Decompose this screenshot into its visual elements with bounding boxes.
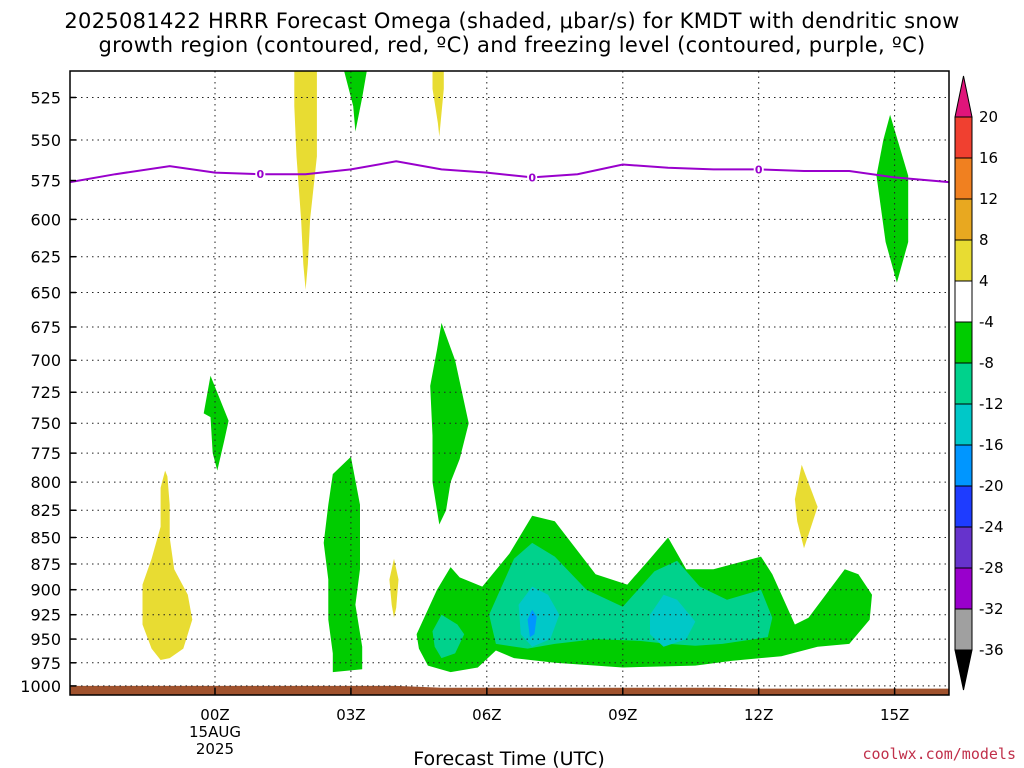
x-tick-label-03Z: 03Z [336,706,365,724]
colorbar-label: 8 [979,231,989,249]
y-tick-label-600: 600 [30,210,61,229]
omega-region-12 [489,542,773,649]
colorbar-bin-12 [954,116,973,159]
x-tick-date: 15AUG [189,723,241,741]
y-tick-label-900: 900 [30,581,61,600]
omega-region-1 [294,71,317,290]
omega-region-3 [389,558,399,618]
x-tick-label-15Z: 15Z [880,706,909,724]
freezing-level-label: 0 [755,163,763,176]
colorbar-bin-10 [954,198,973,241]
colorbar-bin-5 [954,403,973,446]
colorbar-bin-2 [954,526,973,569]
omega-region-0 [142,470,193,660]
colorbar: -36 -32 -28 -24 -20 -16 -12 -8 -4 4 8 12 16 20 [954,75,1004,691]
y-tick-label-550: 550 [30,131,61,150]
grid-lines [70,71,949,695]
y-tick-label-725: 725 [30,383,61,402]
colorbar-label: -28 [979,559,1004,577]
y-tick-label-575: 575 [30,172,61,191]
x-tick-label-06Z: 06Z [472,706,501,724]
y-tick-label-925: 925 [30,606,61,625]
colorbar-label: 20 [979,108,998,126]
x-tick-year: 2025 [196,740,234,758]
colorbar-label: -24 [979,518,1004,536]
colorbar-bin-9 [954,239,973,282]
freezing-label-bg [527,170,538,185]
colorbar-label: -20 [979,477,1004,495]
credit-text: coolwx.com/models [862,745,1016,763]
colorbar-bin-11 [954,157,973,200]
chart-title-line-1: 2025081422 HRRR Forecast Omega (shaded, … [64,9,960,33]
colorbar-bin-7 [954,321,973,364]
x-axis-label: Forecast Time (UTC) [413,748,604,768]
x-tick-label-12Z: 12Z [744,706,773,724]
colorbar-bin-4 [954,444,973,487]
omega-region-15 [527,609,537,638]
chart-title-line-2: growth region (contoured, red, ºC) and f… [98,33,926,57]
freezing-label-bg [255,167,266,182]
y-tick-label-625: 625 [30,248,61,267]
freezing-label-bg [753,162,764,177]
colorbar-label: 4 [979,272,989,290]
y-tick-label-775: 775 [30,444,61,463]
freezing-level-line [70,160,949,184]
colorbar-bin-0 [954,608,973,651]
surface-strip [70,685,949,695]
x-tick-label-00Z: 00Z [200,706,229,724]
y-tick-label-825: 825 [30,501,61,520]
colorbar-bin-3 [954,485,973,528]
colorbar-bin-6 [954,362,973,405]
omega-shading [142,71,909,673]
freezing-level: 0 0 0 [70,160,949,185]
x-tick-label-09Z: 09Z [608,706,637,724]
y-tick-label-800: 800 [30,473,61,492]
y-tick-label-875: 875 [30,555,61,574]
colorbar-bin-1 [954,567,973,610]
colorbar-label: 16 [979,149,998,167]
freezing-level-label: 0 [256,168,264,181]
colorbar-label: -16 [979,436,1004,454]
y-tick-label-850: 850 [30,528,61,547]
y-tick-label-650: 650 [30,284,61,303]
y-tick-label-950: 950 [30,630,61,649]
y-tick-label-750: 750 [30,414,61,433]
colorbar-label: -12 [979,395,1004,413]
colorbar-min-arrow [954,649,973,691]
colorbar-max-arrow [954,75,973,118]
freezing-level-label: 0 [528,171,536,184]
omega-region-14 [650,594,696,647]
omega-region-5 [344,71,367,132]
colorbar-label: -36 [979,641,1004,659]
omega-region-13 [518,586,560,647]
colorbar-label: 12 [979,190,998,208]
y-axis: 525 550 575 600 625 650 675 700 725 750 775 800 825 8… [20,88,76,696]
y-tick-label-700: 700 [30,351,61,370]
colorbar-bin-8 [954,280,973,323]
colorbar-label: -4 [979,313,994,331]
omega-region-2 [432,71,444,137]
omega-region-8 [323,456,363,673]
omega-region-7 [203,375,229,471]
colorbar-label: -8 [979,354,994,372]
plot-frame [69,70,950,696]
y-tick-label-975: 975 [30,654,61,673]
omega-region-6 [876,114,909,283]
omega-region-4 [794,464,818,549]
surface-layer [70,685,949,695]
y-tick-label-675: 675 [30,318,61,337]
omega-region-9 [430,322,469,525]
colorbar-label: -32 [979,600,1004,618]
omega-region-11 [432,614,465,659]
y-tick-label-525: 525 [30,88,61,107]
y-tick-label-1000: 1000 [20,677,61,696]
